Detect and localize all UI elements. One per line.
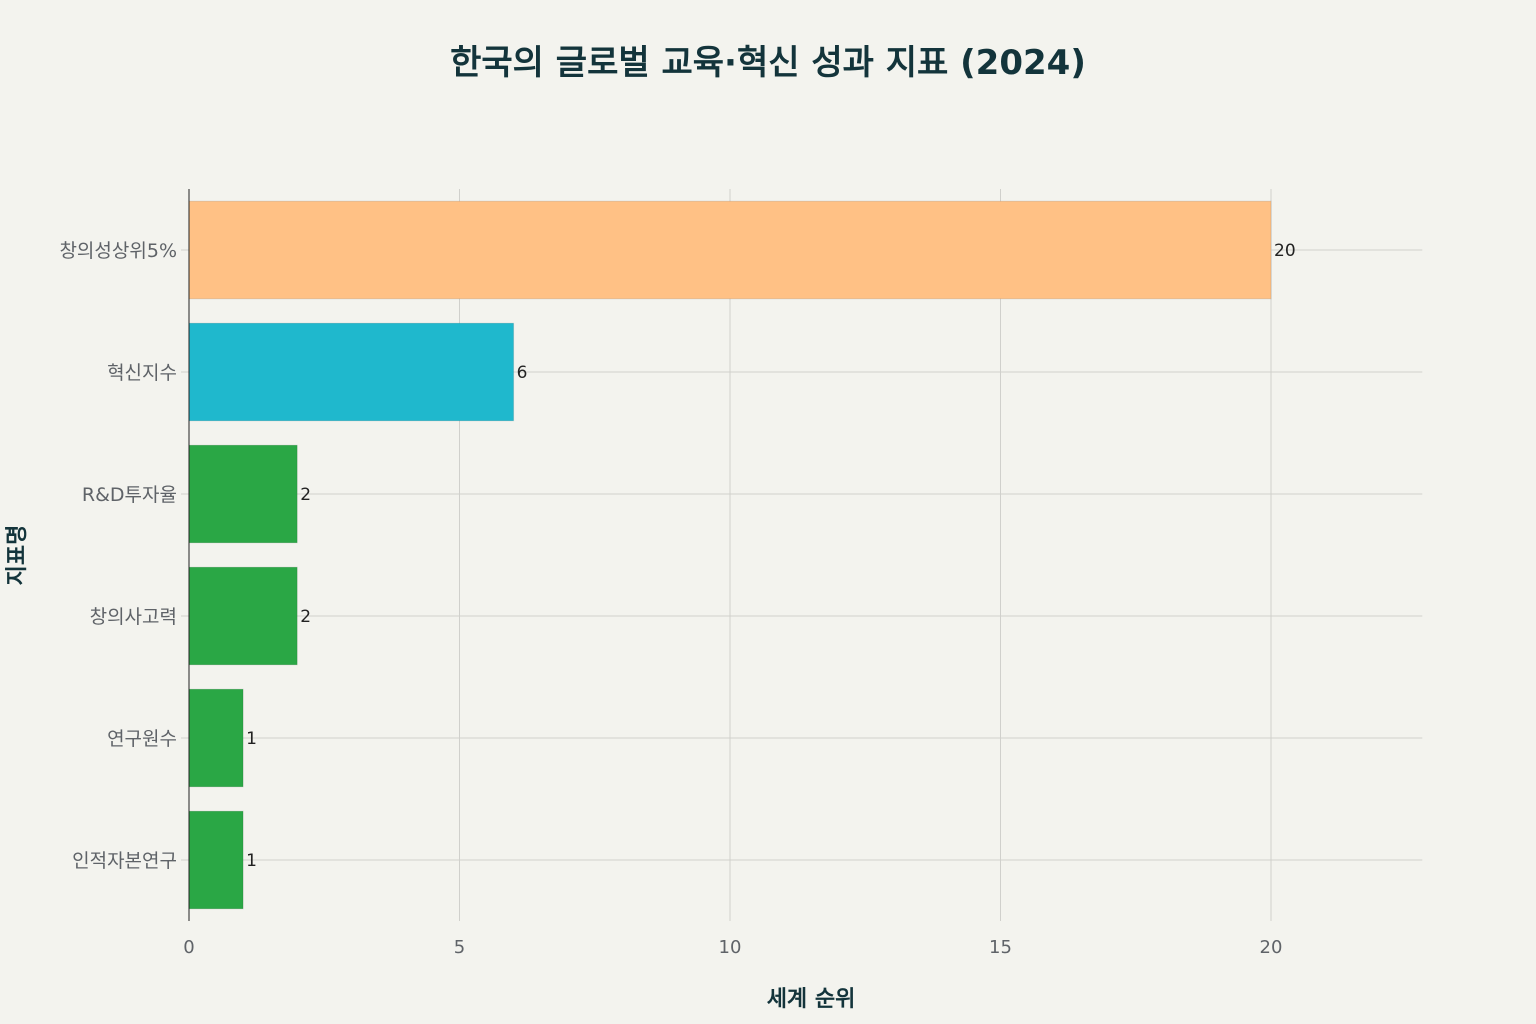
y-tick-label: 연구원수	[107, 728, 177, 750]
y-tick-label: 창의사고력	[90, 606, 177, 628]
x-tick-label: 5	[454, 937, 465, 958]
y-tick-label: 혁신지수	[107, 362, 177, 384]
y-axis-title: 지표명	[5, 525, 30, 586]
bar	[188, 688, 244, 788]
x-ticks: 0 5 10 15 20	[183, 937, 1282, 958]
y-tick-label: 창의성상위5%	[59, 240, 177, 262]
x-tick-label: 10	[719, 937, 742, 958]
chart-title: 한국의 글로벌 교육·혁신 성과 지표 (2024)	[450, 43, 1086, 83]
x-axis-title: 세계 순위	[767, 987, 856, 1012]
data-label: 20	[1274, 241, 1296, 261]
x-tick-label: 20	[1260, 937, 1283, 958]
bar	[188, 444, 298, 544]
bar	[188, 810, 244, 910]
x-tick-label: 0	[183, 937, 194, 958]
bar	[188, 322, 515, 422]
y-tick-label: R&D투자율	[82, 484, 177, 506]
bar	[188, 566, 298, 666]
data-label: 6	[517, 363, 528, 383]
data-label: 2	[300, 485, 311, 505]
y-tick-label: 인적자본연구	[72, 850, 177, 872]
data-label: 2	[300, 607, 311, 627]
data-label: 1	[246, 851, 257, 871]
bars: 20 6 2 2 1 1	[188, 200, 1296, 910]
bar	[188, 200, 1272, 300]
data-label: 1	[246, 729, 257, 749]
x-tick-label: 15	[989, 937, 1012, 958]
